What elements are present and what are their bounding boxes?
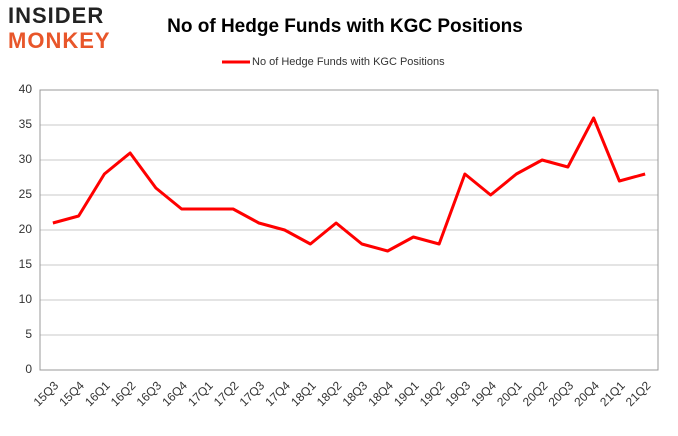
- logo-bottom: MONKEY: [8, 28, 111, 53]
- y-tick-label: 30: [19, 152, 33, 166]
- y-tick-label: 15: [19, 257, 33, 271]
- y-tick-label: 40: [19, 82, 33, 96]
- chart-title: No of Hedge Funds with KGC Positions: [167, 16, 523, 37]
- y-tick-label: 0: [25, 362, 32, 376]
- logo-top: INSIDER: [8, 3, 104, 28]
- y-tick-label: 35: [19, 117, 33, 131]
- y-tick-label: 10: [19, 292, 33, 306]
- legend-label: No of Hedge Funds with KGC Positions: [252, 56, 445, 68]
- y-tick-label: 5: [25, 327, 32, 341]
- y-tick-label: 20: [19, 222, 33, 236]
- data-line: [52, 116, 646, 253]
- y-tick-label: 25: [19, 187, 33, 201]
- plot-frame: [39, 89, 659, 371]
